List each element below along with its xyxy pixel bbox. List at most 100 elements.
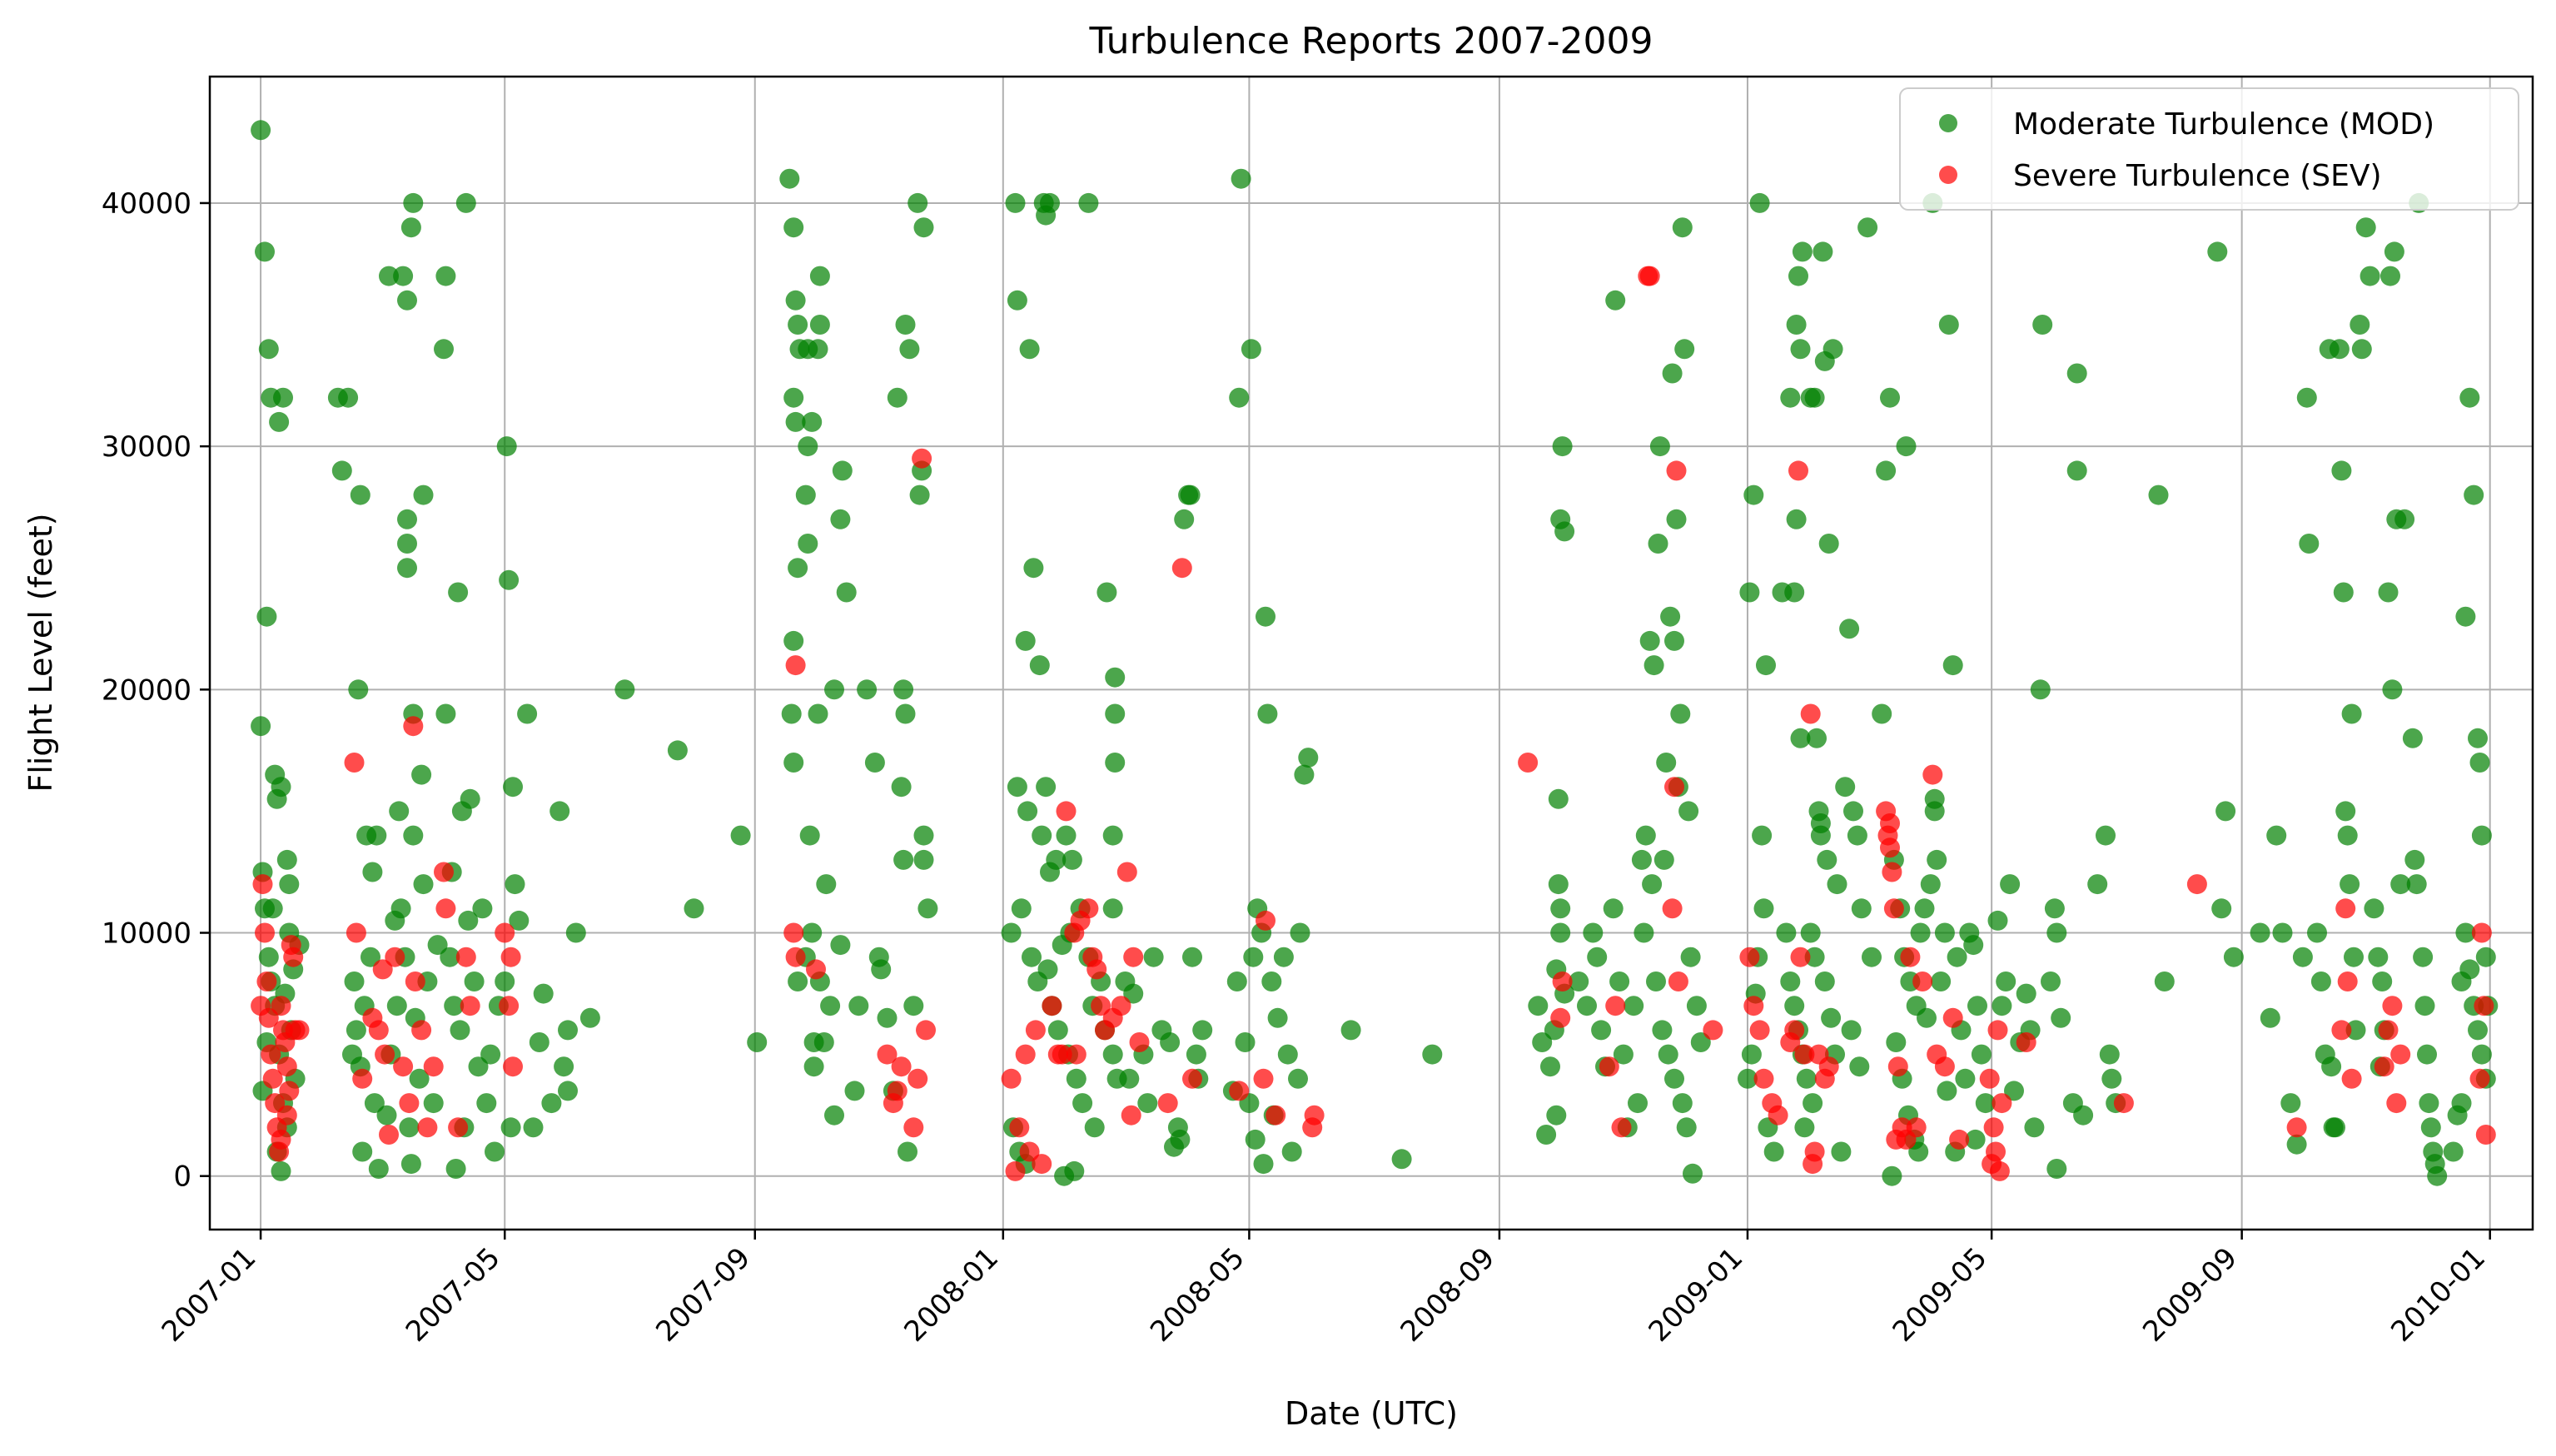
moderate-turbulence-point [258,339,279,360]
moderate-turbulence-point [1628,1093,1648,1114]
severe-turbulence-point [1005,1160,1026,1181]
moderate-turbulence-point [379,266,399,286]
moderate-turbulence-point [1023,558,1044,579]
moderate-turbulence-point [403,192,424,213]
moderate-turbulence-point [1017,801,1038,822]
moderate-turbulence-point [1807,728,1827,748]
severe-turbulence-point [2382,996,2403,1016]
moderate-turbulence-point [350,485,370,505]
moderate-turbulence-point [2455,606,2476,627]
moderate-turbulence-point [1235,1032,1256,1052]
moderate-turbulence-point [809,315,830,335]
moderate-turbulence-point [1261,971,1282,991]
severe-turbulence-point [379,1125,399,1145]
severe-turbulence-point [255,922,275,943]
moderate-turbulence-point [1749,192,1770,213]
moderate-turbulence-point [1670,703,1691,724]
moderate-turbulence-point [346,1020,366,1041]
moderate-turbulence-point [376,1105,397,1126]
moderate-turbulence-point [1666,509,1687,529]
moderate-turbulence-point [1609,971,1630,991]
moderate-turbulence-point [2469,753,2490,773]
moderate-turbulence-point [2296,387,2317,408]
moderate-turbulence-point [1790,339,1811,360]
moderate-turbulence-point [435,266,456,286]
moderate-turbulence-point [798,534,818,554]
moderate-turbulence-point [279,874,300,895]
moderate-turbulence-point [458,910,479,931]
severe-turbulence-point [1800,703,1821,724]
moderate-turbulence-point [913,825,934,846]
data-points [251,120,2499,1186]
moderate-turbulence-point [1683,1163,1703,1184]
severe-turbulence-point [1906,1117,1927,1138]
moderate-turbulence-point [1664,1068,1684,1089]
moderate-turbulence-point [1123,983,1144,1004]
moderate-turbulence-point [844,1081,865,1101]
severe-turbulence-point [1784,1020,1805,1041]
moderate-turbulence-point [1914,898,1935,919]
moderate-turbulence-point [273,387,293,408]
severe-turbulence-point [417,1117,438,1138]
moderate-turbulence-point [276,849,297,870]
moderate-turbulence-point [2223,947,2244,967]
severe-turbulence-point [2471,922,2492,943]
moderate-turbulence-point [2087,874,2108,895]
severe-turbulence-point [1009,1117,1030,1138]
moderate-turbulence-point [1273,947,1294,967]
moderate-turbulence-point [2390,874,2411,895]
moderate-turbulence-point [1804,947,1825,967]
severe-turbulence-point [912,448,932,469]
moderate-turbulence-point [1143,947,1164,967]
moderate-turbulence-point [1119,1068,1140,1089]
moderate-turbulence-point [460,788,480,809]
moderate-turbulence-point [1917,1007,1937,1028]
severe-turbulence-point [2378,1020,2399,1041]
moderate-turbulence-point [1037,959,1058,980]
moderate-turbulence-point [788,971,808,991]
moderate-turbulence-point [2355,217,2376,238]
moderate-turbulence-point [400,1154,421,1175]
moderate-turbulence-point [783,387,804,408]
moderate-turbulence-point [2419,1093,2439,1114]
moderate-turbulence-point [1019,339,1040,360]
moderate-turbulence-point [541,1093,562,1114]
moderate-turbulence-point [2406,874,2427,895]
moderate-turbulence-point [423,1093,444,1114]
moderate-turbulence-point [403,825,424,846]
moderate-turbulence-point [1160,1032,1181,1052]
y-tick-label: 30000 [102,430,191,464]
severe-turbulence-point [411,1020,432,1041]
moderate-turbulence-point [1756,655,1776,676]
moderate-turbulence-point [1741,1044,1762,1065]
severe-turbulence-point [1611,1117,1632,1138]
severe-turbulence-point [877,1044,898,1065]
moderate-turbulence-point [1634,922,1654,943]
moderate-turbulence-point [344,971,365,991]
severe-turbulence-point [393,1056,414,1077]
moderate-turbulence-point [485,1141,505,1162]
moderate-turbulence-point [1817,849,1837,870]
severe-turbulence-point [1042,996,1062,1016]
moderate-turbulence-point [366,825,387,846]
moderate-turbulence-point [579,1007,600,1028]
moderate-turbulence-point [917,898,938,919]
moderate-turbulence-point [1267,1007,1288,1028]
moderate-turbulence-point [1096,582,1117,603]
moderate-turbulence-point [1605,290,1626,311]
moderate-turbulence-point [1032,825,1052,846]
moderate-turbulence-point [1800,922,1821,943]
moderate-turbulence-point [684,898,704,919]
severe-turbulence-point [448,1117,469,1138]
moderate-turbulence-point [798,436,818,457]
severe-turbulence-point [276,1105,297,1126]
moderate-turbulence-point [785,290,806,311]
severe-turbulence-point [1887,1056,1908,1077]
moderate-turbulence-point [2215,801,2236,822]
moderate-turbulence-point [1084,1117,1105,1138]
moderate-turbulence-point [1931,971,1952,991]
moderate-turbulence-point [2286,1134,2307,1155]
moderate-turbulence-point [2364,898,2384,919]
severe-turbulence-point [256,971,277,991]
moderate-turbulence-point [1583,922,1604,943]
